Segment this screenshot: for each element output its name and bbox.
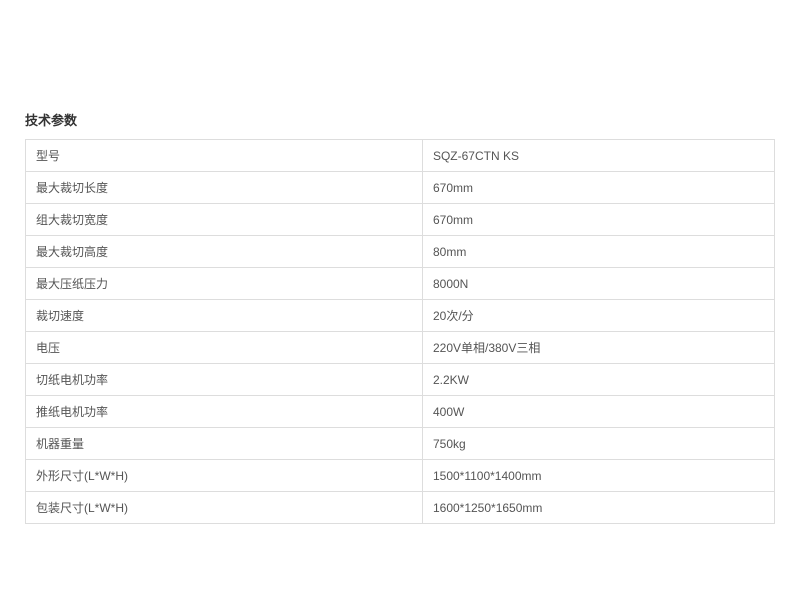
spec-value: 8000N [422, 268, 774, 300]
spec-value: 670mm [422, 204, 774, 236]
spec-table-body: 型号 SQZ-67CTN KS 最大裁切长度 670mm 组大裁切宽度 670m… [26, 140, 775, 524]
spec-value: 220V单相/380V三相 [422, 332, 774, 364]
table-row: 切纸电机功率 2.2KW [26, 364, 775, 396]
table-row: 型号 SQZ-67CTN KS [26, 140, 775, 172]
spec-label: 切纸电机功率 [26, 364, 423, 396]
table-row: 包装尺寸(L*W*H) 1600*1250*1650mm [26, 492, 775, 524]
spec-value: 2.2KW [422, 364, 774, 396]
table-row: 组大裁切宽度 670mm [26, 204, 775, 236]
table-row: 裁切速度 20次/分 [26, 300, 775, 332]
spec-label: 最大裁切高度 [26, 236, 423, 268]
spec-label: 最大压纸压力 [26, 268, 423, 300]
spec-value: 80mm [422, 236, 774, 268]
spec-value: 400W [422, 396, 774, 428]
spec-label: 最大裁切长度 [26, 172, 423, 204]
spec-value: SQZ-67CTN KS [422, 140, 774, 172]
spec-label: 型号 [26, 140, 423, 172]
spec-value: 1500*1100*1400mm [422, 460, 774, 492]
spec-label: 组大裁切宽度 [26, 204, 423, 236]
spec-table: 型号 SQZ-67CTN KS 最大裁切长度 670mm 组大裁切宽度 670m… [25, 139, 775, 524]
spec-label: 电压 [26, 332, 423, 364]
spec-label: 裁切速度 [26, 300, 423, 332]
page-title: 技术参数 [25, 110, 775, 129]
table-row: 外形尺寸(L*W*H) 1500*1100*1400mm [26, 460, 775, 492]
spec-value: 670mm [422, 172, 774, 204]
spec-label: 外形尺寸(L*W*H) [26, 460, 423, 492]
spec-value: 750kg [422, 428, 774, 460]
spec-label: 包装尺寸(L*W*H) [26, 492, 423, 524]
spec-label: 推纸电机功率 [26, 396, 423, 428]
table-row: 最大裁切长度 670mm [26, 172, 775, 204]
table-row: 电压 220V单相/380V三相 [26, 332, 775, 364]
spec-value: 20次/分 [422, 300, 774, 332]
spec-value: 1600*1250*1650mm [422, 492, 774, 524]
spec-label: 机器重量 [26, 428, 423, 460]
table-row: 最大压纸压力 8000N [26, 268, 775, 300]
table-row: 推纸电机功率 400W [26, 396, 775, 428]
table-row: 机器重量 750kg [26, 428, 775, 460]
table-row: 最大裁切高度 80mm [26, 236, 775, 268]
